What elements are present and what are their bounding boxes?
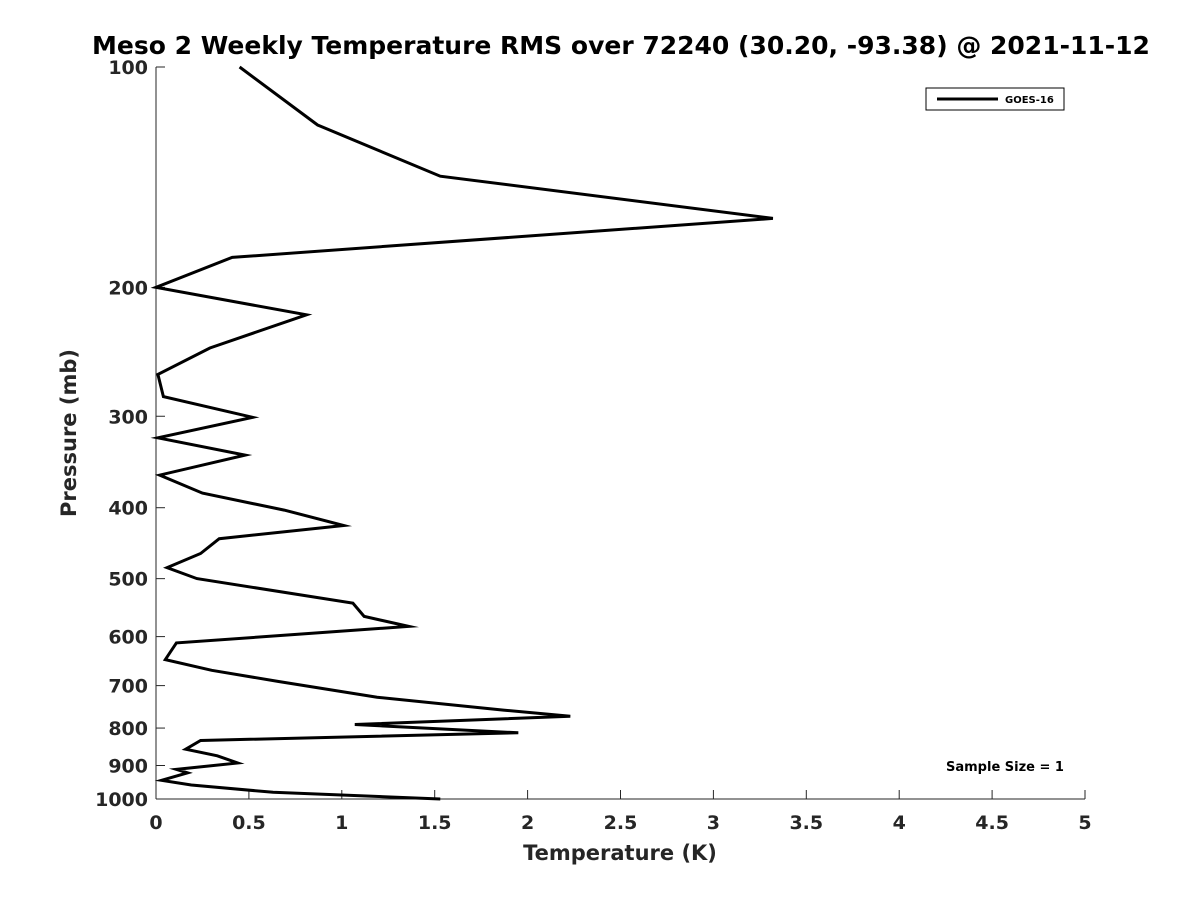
y-tick-label: 800 — [108, 718, 148, 740]
x-axis-label: Temperature (K) — [523, 841, 717, 865]
y-axis-label: Pressure (mb) — [57, 349, 81, 517]
x-tick-label: 4.5 — [975, 812, 1009, 834]
x-tick-label: 1.5 — [418, 812, 452, 834]
sample-size-annotation: Sample Size = 1 — [946, 760, 1064, 775]
y-tick-label: 600 — [108, 627, 148, 649]
y-tick-label: 400 — [108, 498, 148, 520]
x-tick-label: 0 — [149, 812, 162, 834]
axes — [155, 67, 1085, 800]
series-layer — [150, 65, 774, 801]
chart-title: Meso 2 Weekly Temperature RMS over 72240… — [92, 31, 1150, 60]
x-tick-label: 2.5 — [604, 812, 638, 834]
x-tick-label: 4 — [893, 812, 906, 834]
x-tick-label: 5 — [1078, 812, 1091, 834]
y-tick-label: 900 — [108, 756, 148, 778]
legend-entry-label: GOES-16 — [1005, 95, 1054, 106]
x-tick-label: 0.5 — [232, 812, 266, 834]
y-tick-label: 200 — [108, 277, 148, 299]
x-ticks: 0 0.5 1 1.5 2 2.5 3 3.5 4 4.5 5 — [149, 790, 1092, 834]
series-line-goes-16 — [150, 65, 774, 801]
y-tick-label: 100 — [108, 57, 148, 79]
legend: GOES-16 — [925, 87, 1065, 111]
x-tick-label: 2 — [521, 812, 534, 834]
y-tick-label: 300 — [108, 406, 148, 428]
y-tick-label: 700 — [108, 676, 148, 698]
x-tick-label: 1 — [335, 812, 348, 834]
y-tick-label: 1000 — [95, 789, 148, 811]
x-tick-label: 3 — [707, 812, 720, 834]
y-ticks: 100 200 300 400 500 600 700 800 900 1000 — [95, 57, 165, 811]
y-tick-label: 500 — [108, 569, 148, 591]
x-tick-label: 3.5 — [789, 812, 823, 834]
